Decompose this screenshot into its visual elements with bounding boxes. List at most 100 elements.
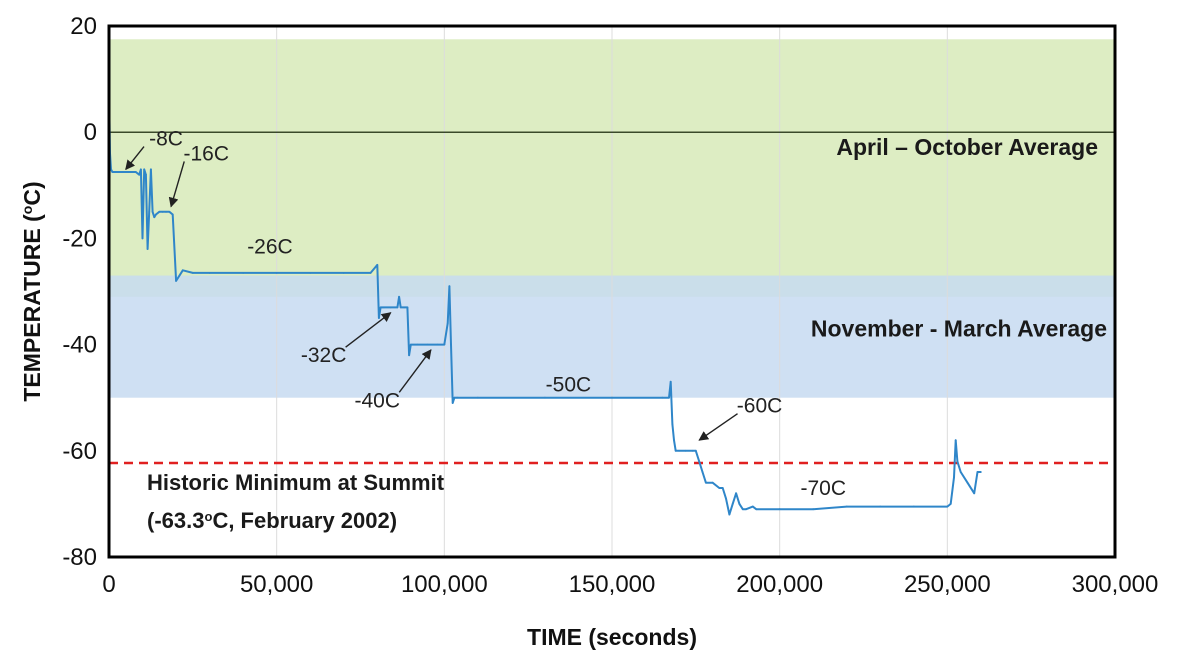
series-point-0-87 — [845, 505, 848, 508]
y-axis-title-part2: C) — [19, 181, 45, 205]
series-point-0-47 — [426, 343, 429, 346]
annotation-arrow-0 — [125, 146, 145, 171]
series-point-0-37 — [383, 306, 385, 309]
series-point-0-60 — [661, 396, 664, 399]
x-tick-label-2: 100,000 — [401, 571, 488, 598]
x-tick-label-6: 300,000 — [1072, 571, 1159, 598]
series-point-0-27 — [208, 272, 211, 274]
x-tick-label-0: 0 — [102, 571, 115, 598]
series-point-0-71 — [701, 471, 704, 473]
series-point-0-22 — [168, 210, 171, 213]
series-point-0-83 — [751, 505, 754, 508]
series-point-0-32 — [369, 272, 372, 274]
annotation-label-3: -32C — [301, 344, 347, 367]
series-point-0-78 — [731, 503, 734, 505]
series-point-0-31 — [342, 272, 345, 274]
annotation-label-7: -70C — [800, 477, 846, 500]
series-point-0-48 — [436, 343, 439, 346]
historic-minimum-detail-degree: o — [204, 509, 212, 524]
series-point-0-65 — [674, 449, 677, 452]
y-axis-title-part1: TEMPERATURE ( — [19, 214, 45, 402]
series-point-0-73 — [711, 481, 714, 484]
annotation-arrow-3 — [345, 312, 392, 348]
historic-minimum-detail-part1: (-63.3 — [147, 508, 204, 533]
series-point-0-5 — [121, 171, 124, 173]
series-point-0-52 — [450, 343, 452, 346]
annotation-label-4: -40C — [355, 389, 401, 412]
series-point-0-11 — [143, 168, 146, 171]
series-point-0-17 — [153, 216, 156, 219]
series-point-0-56 — [456, 396, 459, 399]
annotation-label-5: -50C — [546, 373, 592, 396]
series-point-0-58 — [544, 396, 546, 399]
series-point-0-67 — [684, 449, 687, 452]
y-axis-title-degree: o — [19, 206, 35, 215]
y-tick-label-5: -80 — [62, 544, 97, 571]
series-point-0-43 — [406, 306, 409, 309]
series-point-0-79 — [735, 492, 737, 495]
series-point-0-97 — [973, 492, 976, 495]
series-point-0-54 — [453, 396, 456, 399]
y-tick-label-0: 20 — [70, 13, 97, 40]
series-point-0-89 — [912, 505, 915, 508]
series-point-0-9 — [139, 168, 142, 171]
series-point-0-92 — [953, 476, 955, 479]
series-point-0-55 — [455, 396, 457, 399]
y-tick-label-4: -60 — [62, 438, 97, 465]
y-tick-label-2: -20 — [62, 225, 97, 252]
series-point-0-82 — [745, 508, 748, 511]
series-point-0-30 — [309, 272, 312, 274]
series-point-0-98 — [976, 471, 979, 473]
x-tick-label-1: 50,000 — [240, 571, 313, 598]
series-point-0-99 — [979, 471, 982, 473]
plot-frame — [107, 24, 1117, 559]
series-point-0-16 — [151, 210, 154, 213]
series-point-0-94 — [956, 460, 959, 463]
series-point-0-10 — [141, 237, 144, 240]
series-point-0-75 — [721, 487, 724, 489]
april-october-band-label: April – October Average — [836, 134, 1098, 160]
x-tick-label-3: 150,000 — [569, 571, 656, 598]
series-point-0-69 — [694, 449, 697, 452]
series-point-0-95 — [959, 471, 962, 473]
series-layer — [108, 83, 982, 516]
historic-minimum-label: Historic Minimum at Summit — [147, 470, 445, 495]
series-point-0-25 — [181, 269, 184, 272]
series-point-0-63 — [671, 423, 674, 426]
series-point-0-91 — [949, 503, 952, 505]
x-tick-label-5: 250,000 — [904, 571, 991, 598]
series-point-0-12 — [144, 173, 147, 176]
annotation-label-2: -26C — [247, 235, 293, 258]
november-march-band-label: November - March Average — [811, 316, 1107, 342]
series-point-0-46 — [416, 343, 419, 346]
historic-minimum-detail: (-63.3oC, February 2002) — [147, 508, 397, 533]
annotation-arrow-1 — [168, 161, 185, 208]
series-point-0-88 — [879, 505, 882, 508]
series-point-0-84 — [755, 508, 758, 511]
y-tick-label-3: -40 — [62, 332, 97, 359]
series-point-0-72 — [704, 481, 707, 484]
series-point-0-41 — [399, 306, 402, 309]
series-point-0-76 — [725, 497, 727, 500]
y-tick-label-1: 0 — [84, 119, 97, 146]
series-point-0-70 — [698, 460, 701, 463]
x-tick-label-4: 200,000 — [736, 571, 823, 598]
series-point-0-38 — [389, 306, 392, 309]
x-axis-title: TIME (seconds) — [527, 624, 697, 650]
series-point-0-2 — [110, 168, 112, 171]
series-point-0-19 — [158, 210, 161, 213]
series-point-0-7 — [134, 171, 137, 173]
series-point-0-96 — [966, 481, 969, 484]
series-point-0-18 — [155, 213, 157, 216]
series-point-0-3 — [111, 171, 114, 173]
series-point-0-53 — [451, 402, 454, 404]
series-point-0-62 — [669, 380, 672, 383]
axis-and-band-labels: TIME (seconds) TEMPERATURE (oC) April – … — [19, 134, 1107, 650]
y-axis-title: TEMPERATURE (oC) — [19, 181, 45, 401]
series-point-0-4 — [114, 171, 117, 173]
annotation-arrow-6 — [698, 413, 738, 441]
series-point-0-33 — [376, 264, 379, 266]
series-point-0-50 — [446, 322, 449, 325]
series-point-0-40 — [398, 295, 400, 298]
series-point-0-51 — [448, 285, 451, 288]
